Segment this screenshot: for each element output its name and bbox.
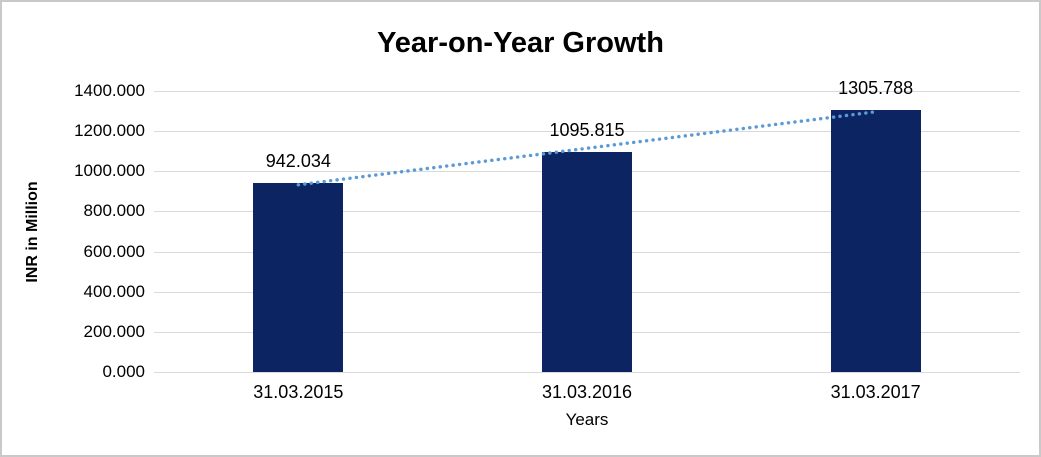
bar-value-label: 1305.788 [838, 77, 914, 98]
bar-value-label: 942.034 [265, 150, 331, 171]
bar [253, 182, 344, 372]
y-tick-label: 0.000 [102, 362, 145, 381]
chart-title: Year-on-Year Growth [377, 27, 664, 59]
y-tick-label: 400.000 [83, 281, 145, 301]
gridline [154, 91, 1020, 92]
x-axis-title: Years [565, 410, 609, 429]
gridline [154, 131, 1020, 133]
y-tick-label: 1200.000 [74, 121, 145, 141]
bar-value-label: 1095.815 [549, 120, 625, 141]
x-tick-label: 31.03.2015 [253, 382, 344, 402]
y-tick-label: 200.000 [83, 321, 145, 341]
bar [830, 109, 921, 372]
x-tick-label: 31.03.2016 [541, 382, 633, 402]
gridline [154, 372, 1020, 373]
y-tick-label: 800.000 [83, 201, 145, 221]
y-tick-label: 1400.000 [74, 81, 145, 100]
bar [542, 152, 632, 372]
x-tick-label: 31.03.2017 [830, 382, 921, 402]
y-tick-label: 600.000 [83, 241, 145, 261]
y-tick-label: 1000.000 [74, 161, 145, 181]
trendline-path [296, 110, 878, 187]
